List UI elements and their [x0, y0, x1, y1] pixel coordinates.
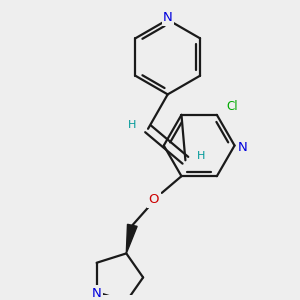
Text: N: N — [238, 141, 247, 154]
Text: O: O — [149, 193, 159, 206]
Text: H: H — [197, 151, 205, 161]
Polygon shape — [126, 224, 137, 254]
Text: N: N — [163, 11, 172, 24]
Text: H: H — [128, 120, 136, 130]
Text: N: N — [92, 286, 101, 300]
Text: Cl: Cl — [227, 100, 239, 113]
